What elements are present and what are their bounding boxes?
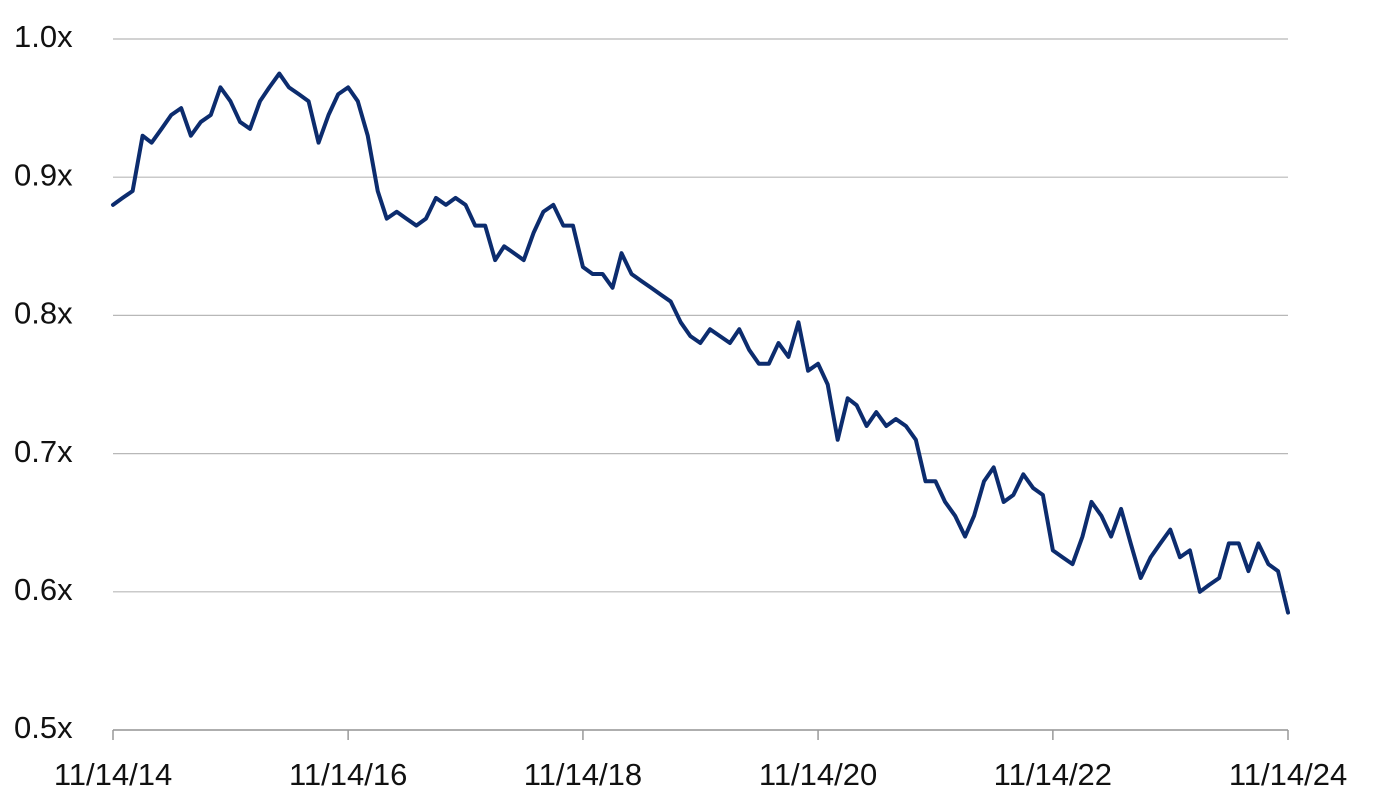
x-tick-label: 11/14/18 xyxy=(524,757,642,792)
x-tick-label: 11/14/24 xyxy=(1229,757,1347,792)
x-tick-label: 11/14/20 xyxy=(759,757,877,792)
x-tick-label: 11/14/16 xyxy=(289,757,407,792)
y-tick-label: 0.5x xyxy=(14,710,73,745)
x-tick-label: 11/14/14 xyxy=(54,757,172,792)
data-line xyxy=(111,71,1290,615)
y-tick-label: 0.8x xyxy=(14,296,73,331)
y-tick-label: 0.6x xyxy=(14,572,73,607)
y-tick-label: 0.7x xyxy=(14,434,73,469)
y-tick-label: 0.9x xyxy=(14,157,73,192)
y-tick-label: 1.0x xyxy=(14,19,73,54)
x-tick-label: 11/14/22 xyxy=(994,757,1112,792)
